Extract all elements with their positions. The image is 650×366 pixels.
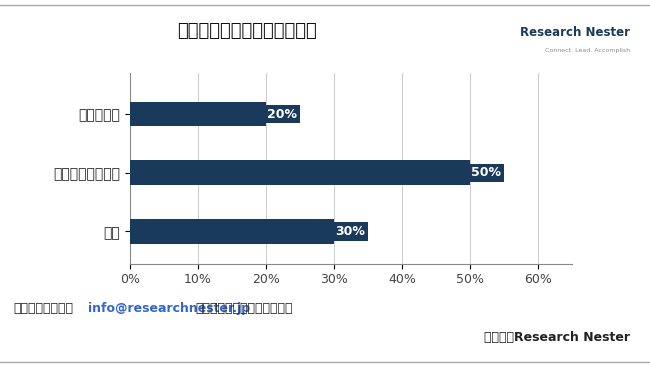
Text: ソース：Research Nester: ソース：Research Nester	[484, 331, 630, 344]
Text: 血液培養検査市場－地域貢献: 血液培養検査市場－地域貢献	[177, 22, 317, 40]
Text: 30%: 30%	[335, 225, 365, 238]
Text: info@researchnester.jp: info@researchnester.jp	[88, 302, 250, 315]
Text: Research Nester: Research Nester	[521, 26, 630, 39]
Text: Connect. Lead. Accomplish: Connect. Lead. Accomplish	[545, 48, 630, 53]
Text: にメールをお送りください。: にメールをお送りください。	[195, 302, 292, 315]
Text: 詳細については、: 詳細については、	[13, 302, 73, 315]
Bar	[130, 160, 470, 185]
Bar	[130, 102, 266, 127]
Text: 50%: 50%	[471, 166, 501, 179]
Bar	[130, 219, 334, 244]
Text: 20%: 20%	[267, 108, 297, 121]
